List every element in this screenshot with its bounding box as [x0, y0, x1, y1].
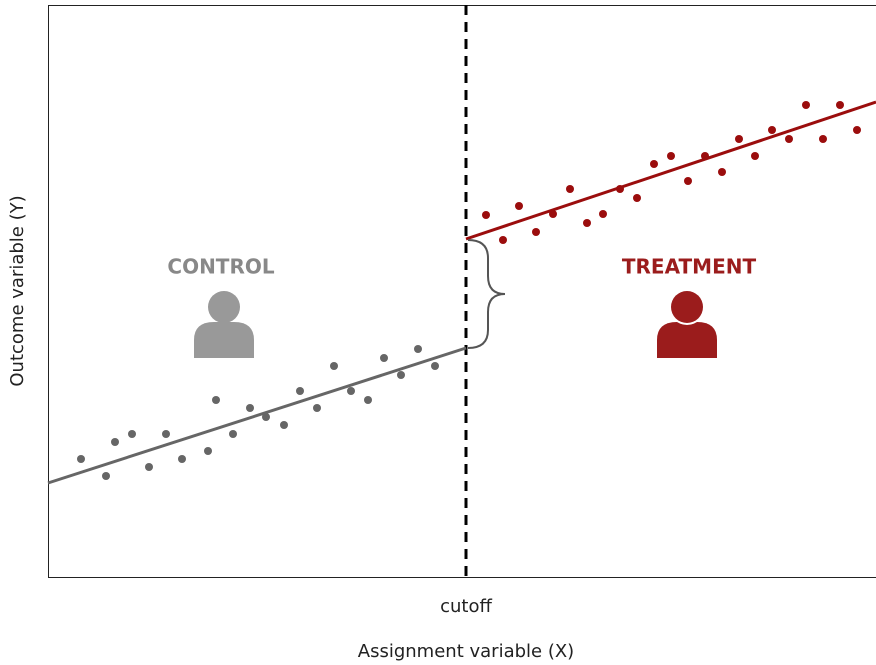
- point: [515, 202, 523, 210]
- point: [532, 228, 540, 236]
- point: [499, 236, 507, 244]
- point: [296, 387, 304, 395]
- point: [204, 447, 212, 455]
- point: [768, 126, 776, 134]
- point: [583, 219, 591, 227]
- point: [482, 211, 490, 219]
- point: [785, 135, 793, 143]
- point: [819, 135, 827, 143]
- point: [684, 177, 692, 185]
- point: [347, 387, 355, 395]
- cutoff-label: cutoff: [440, 596, 492, 617]
- point: [718, 168, 726, 176]
- point: [178, 455, 186, 463]
- point: [414, 345, 422, 353]
- treatment-fit-line: [465, 100, 876, 241]
- point: [701, 152, 709, 160]
- point: [128, 430, 136, 438]
- point: [616, 185, 624, 193]
- treatment-label: TREATMENT: [622, 255, 757, 279]
- point: [364, 396, 372, 404]
- point: [145, 463, 153, 471]
- point: [229, 430, 237, 438]
- point: [836, 101, 844, 109]
- treatment-person-icon: [657, 289, 717, 358]
- point: [212, 396, 220, 404]
- point: [566, 185, 574, 193]
- point: [380, 354, 388, 362]
- point: [330, 362, 338, 370]
- point: [853, 126, 861, 134]
- plot-frame: [48, 5, 876, 578]
- x-axis-label: Assignment variable (X): [358, 641, 574, 662]
- point: [77, 455, 85, 463]
- point: [431, 362, 439, 370]
- point: [111, 438, 119, 446]
- point: [667, 152, 675, 160]
- y-axis-label: Outcome variable (Y): [7, 195, 28, 386]
- point: [599, 210, 607, 218]
- point: [802, 101, 810, 109]
- control-points: [77, 345, 439, 480]
- point: [313, 404, 321, 412]
- point: [735, 135, 743, 143]
- point: [246, 404, 254, 412]
- point: [102, 472, 110, 480]
- control-person-icon: [194, 288, 254, 358]
- control-label: CONTROL: [167, 255, 274, 279]
- point: [549, 210, 557, 218]
- point: [280, 421, 288, 429]
- effect-brace: [467, 239, 506, 349]
- point: [650, 160, 658, 168]
- point: [262, 413, 270, 421]
- point: [162, 430, 170, 438]
- point: [751, 152, 759, 160]
- point: [633, 194, 641, 202]
- point: [397, 371, 405, 379]
- treatment-points: [482, 101, 861, 244]
- control-fit-line: [47, 346, 467, 485]
